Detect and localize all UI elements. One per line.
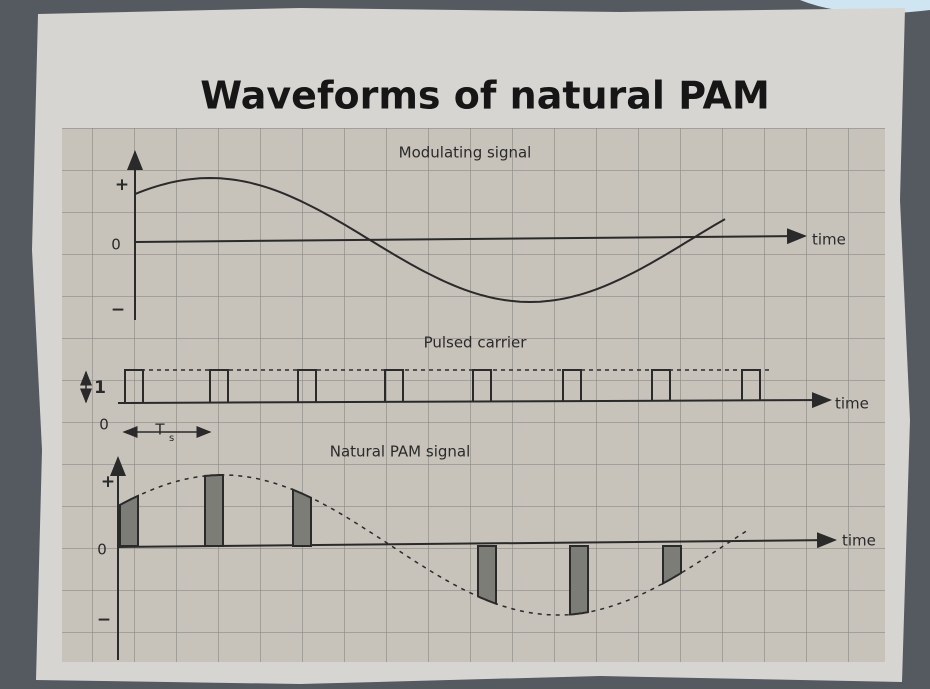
carrier-pulse — [472, 369, 492, 402]
zero-label: 0 — [111, 236, 121, 254]
title: Waveforms of natural PAM — [200, 74, 770, 118]
waveforms — [80, 150, 837, 660]
carrier-pulse — [297, 369, 317, 403]
one-label: 1 — [94, 378, 106, 398]
carrier-pulse — [209, 369, 229, 403]
pam-sample — [204, 474, 224, 547]
carrier-pulse — [651, 369, 671, 401]
modulating-wave — [134, 176, 726, 304]
pam-sample — [292, 488, 312, 547]
axis-label: time — [812, 231, 846, 249]
axis-label: time — [842, 532, 876, 550]
pam-sample — [477, 545, 497, 606]
axis-label: time — [835, 395, 869, 413]
pam-sample — [119, 494, 139, 547]
carrier-pulse — [741, 369, 761, 401]
panel-label: Pulsed carrier — [424, 334, 528, 352]
pam-sample — [662, 545, 682, 586]
carrier-pulse — [562, 369, 582, 402]
period-subscript: s — [169, 433, 174, 444]
panel-label: Natural PAM signal — [330, 443, 471, 461]
x-axis — [117, 532, 837, 549]
pam-sample — [569, 545, 589, 616]
carrier-pulse — [124, 369, 144, 403]
plus-label: + — [115, 175, 129, 195]
plus-label: + — [101, 472, 115, 492]
period-label: T — [154, 421, 165, 439]
zero-label: 0 — [97, 541, 107, 559]
labels: Modulating signal + 0 − time Pulsed carr… — [94, 144, 876, 631]
minus-label: − — [97, 610, 111, 630]
panel-label: Modulating signal — [399, 144, 532, 162]
carrier-pulse — [384, 369, 404, 402]
minus-label: − — [111, 300, 125, 320]
zero-label: 0 — [99, 416, 109, 434]
